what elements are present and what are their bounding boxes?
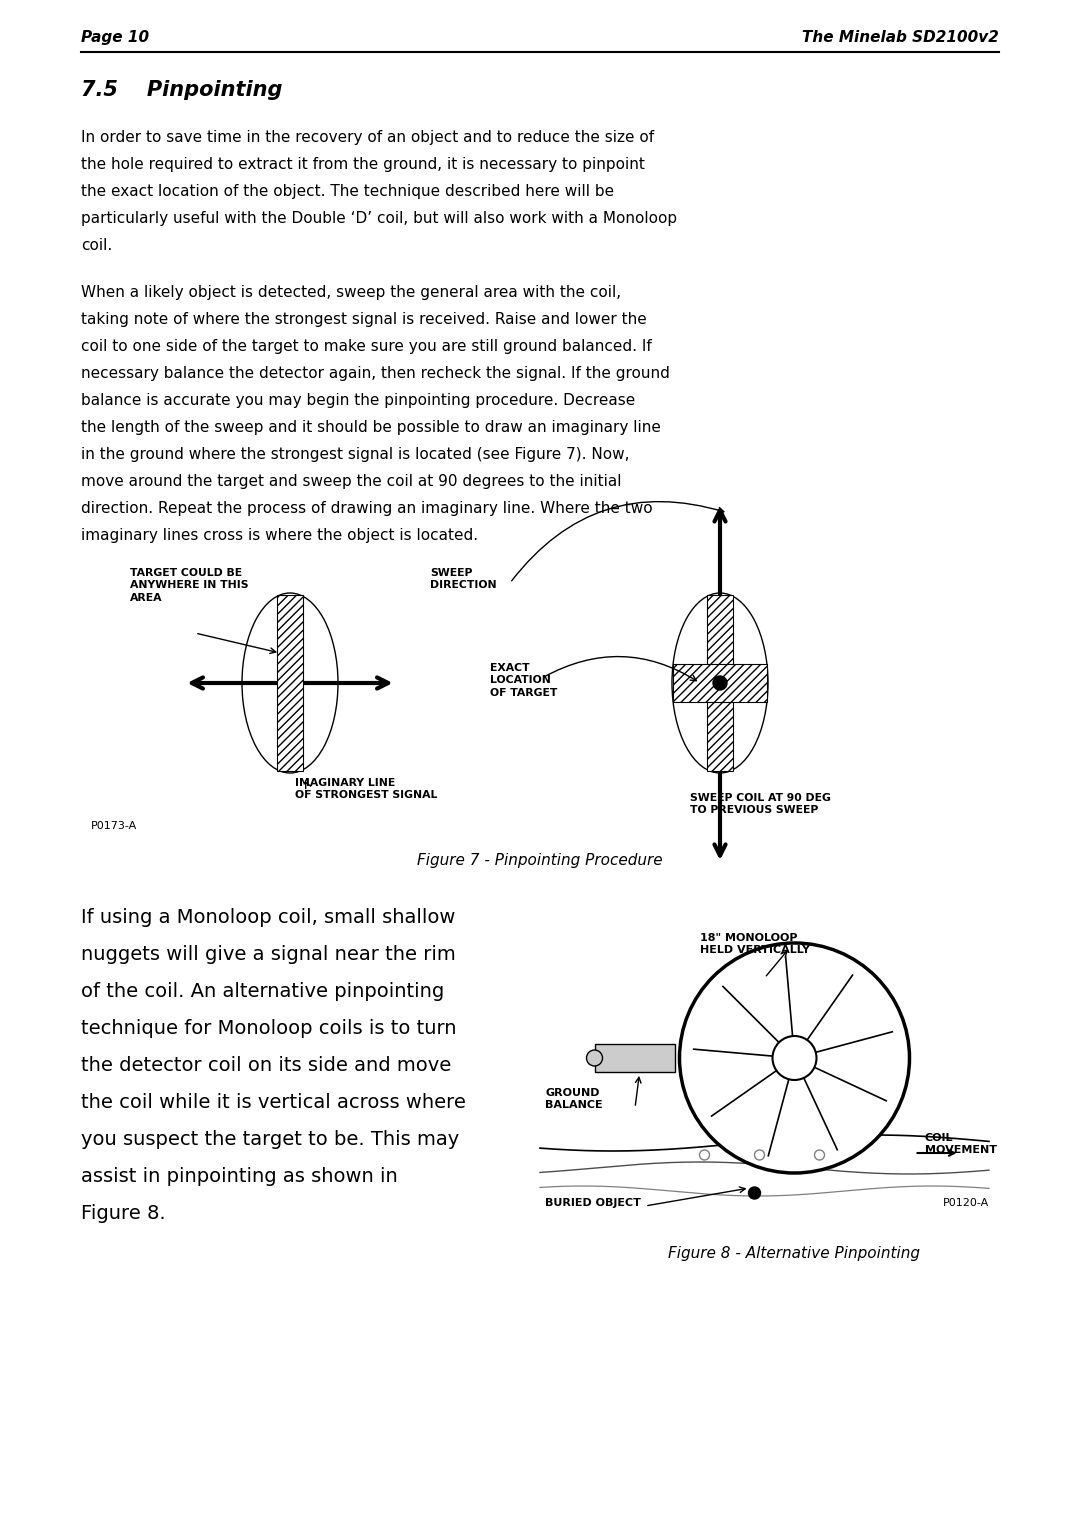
Bar bbox=[276, 595, 303, 771]
Text: 18" MONOLOOP
HELD VERTICALLY: 18" MONOLOOP HELD VERTICALLY bbox=[700, 933, 810, 956]
Circle shape bbox=[679, 943, 909, 1173]
Circle shape bbox=[586, 1050, 603, 1066]
Text: the hole required to extract it from the ground, it is necessary to pinpoint: the hole required to extract it from the… bbox=[81, 157, 645, 171]
Text: P0173-A: P0173-A bbox=[91, 821, 137, 830]
Text: you suspect the target to be. This may: you suspect the target to be. This may bbox=[81, 1130, 459, 1148]
Circle shape bbox=[748, 1187, 760, 1199]
Text: EXACT
LOCATION
OF TARGET: EXACT LOCATION OF TARGET bbox=[490, 664, 557, 697]
Text: BURIED OBJECT: BURIED OBJECT bbox=[545, 1199, 640, 1208]
Text: P0120-A: P0120-A bbox=[943, 1199, 989, 1208]
Text: COIL
MOVEMENT: COIL MOVEMENT bbox=[924, 1133, 997, 1156]
Text: coil to one side of the target to make sure you are still ground balanced. If: coil to one side of the target to make s… bbox=[81, 339, 651, 355]
Text: nuggets will give a signal near the rim: nuggets will give a signal near the rim bbox=[81, 945, 456, 963]
Text: balance is accurate you may begin the pinpointing procedure. Decrease: balance is accurate you may begin the pi… bbox=[81, 393, 635, 408]
Text: imaginary lines cross is where the object is located.: imaginary lines cross is where the objec… bbox=[81, 528, 478, 543]
Text: particularly useful with the Double ‘D’ coil, but will also work with a Monoloop: particularly useful with the Double ‘D’ … bbox=[81, 211, 677, 226]
Text: SWEEP COIL AT 90 DEG
TO PREVIOUS SWEEP: SWEEP COIL AT 90 DEG TO PREVIOUS SWEEP bbox=[690, 794, 831, 815]
Bar bbox=[594, 1044, 675, 1072]
Text: coil.: coil. bbox=[81, 239, 112, 252]
Text: SWEEP
DIRECTION: SWEEP DIRECTION bbox=[430, 567, 497, 590]
Text: the exact location of the object. The technique described here will be: the exact location of the object. The te… bbox=[81, 183, 615, 199]
Text: the coil while it is vertical across where: the coil while it is vertical across whe… bbox=[81, 1093, 465, 1112]
Text: Figure 7 - Pinpointing Procedure: Figure 7 - Pinpointing Procedure bbox=[417, 853, 663, 868]
Text: the detector coil on its side and move: the detector coil on its side and move bbox=[81, 1057, 451, 1075]
Text: of the coil. An alternative pinpointing: of the coil. An alternative pinpointing bbox=[81, 982, 444, 1001]
Text: technique for Monoloop coils is to turn: technique for Monoloop coils is to turn bbox=[81, 1018, 457, 1038]
Text: IMAGINARY LINE
OF STRONGEST SIGNAL: IMAGINARY LINE OF STRONGEST SIGNAL bbox=[295, 778, 437, 800]
Text: 7.5    Pinpointing: 7.5 Pinpointing bbox=[81, 80, 283, 99]
Text: GROUND
BALANCE: GROUND BALANCE bbox=[545, 1089, 603, 1110]
Circle shape bbox=[772, 1037, 816, 1079]
Text: In order to save time in the recovery of an object and to reduce the size of: In order to save time in the recovery of… bbox=[81, 130, 654, 145]
Text: TARGET COULD BE
ANYWHERE IN THIS
AREA: TARGET COULD BE ANYWHERE IN THIS AREA bbox=[130, 567, 248, 602]
Bar bbox=[706, 595, 733, 771]
Text: The Minelab SD2100v2: The Minelab SD2100v2 bbox=[802, 31, 999, 44]
Text: in the ground where the strongest signal is located (see Figure 7). Now,: in the ground where the strongest signal… bbox=[81, 446, 630, 462]
Text: Page 10: Page 10 bbox=[81, 31, 149, 44]
Text: direction. Repeat the process of drawing an imaginary line. Where the two: direction. Repeat the process of drawing… bbox=[81, 502, 652, 515]
Text: move around the target and sweep the coil at 90 degrees to the initial: move around the target and sweep the coi… bbox=[81, 474, 621, 489]
Text: Figure 8.: Figure 8. bbox=[81, 1203, 165, 1223]
Text: When a likely object is detected, sweep the general area with the coil,: When a likely object is detected, sweep … bbox=[81, 284, 621, 300]
Text: taking note of where the strongest signal is received. Raise and lower the: taking note of where the strongest signa… bbox=[81, 312, 647, 327]
Bar bbox=[673, 664, 767, 702]
Text: assist in pinpointing as shown in: assist in pinpointing as shown in bbox=[81, 1167, 397, 1187]
Text: Figure 8 - Alternative Pinpointing: Figure 8 - Alternative Pinpointing bbox=[669, 1246, 920, 1261]
Text: necessary balance the detector again, then recheck the signal. If the ground: necessary balance the detector again, th… bbox=[81, 365, 670, 381]
Circle shape bbox=[713, 676, 727, 690]
Text: the length of the sweep and it should be possible to draw an imaginary line: the length of the sweep and it should be… bbox=[81, 420, 661, 434]
Text: If using a Monoloop coil, small shallow: If using a Monoloop coil, small shallow bbox=[81, 908, 456, 927]
